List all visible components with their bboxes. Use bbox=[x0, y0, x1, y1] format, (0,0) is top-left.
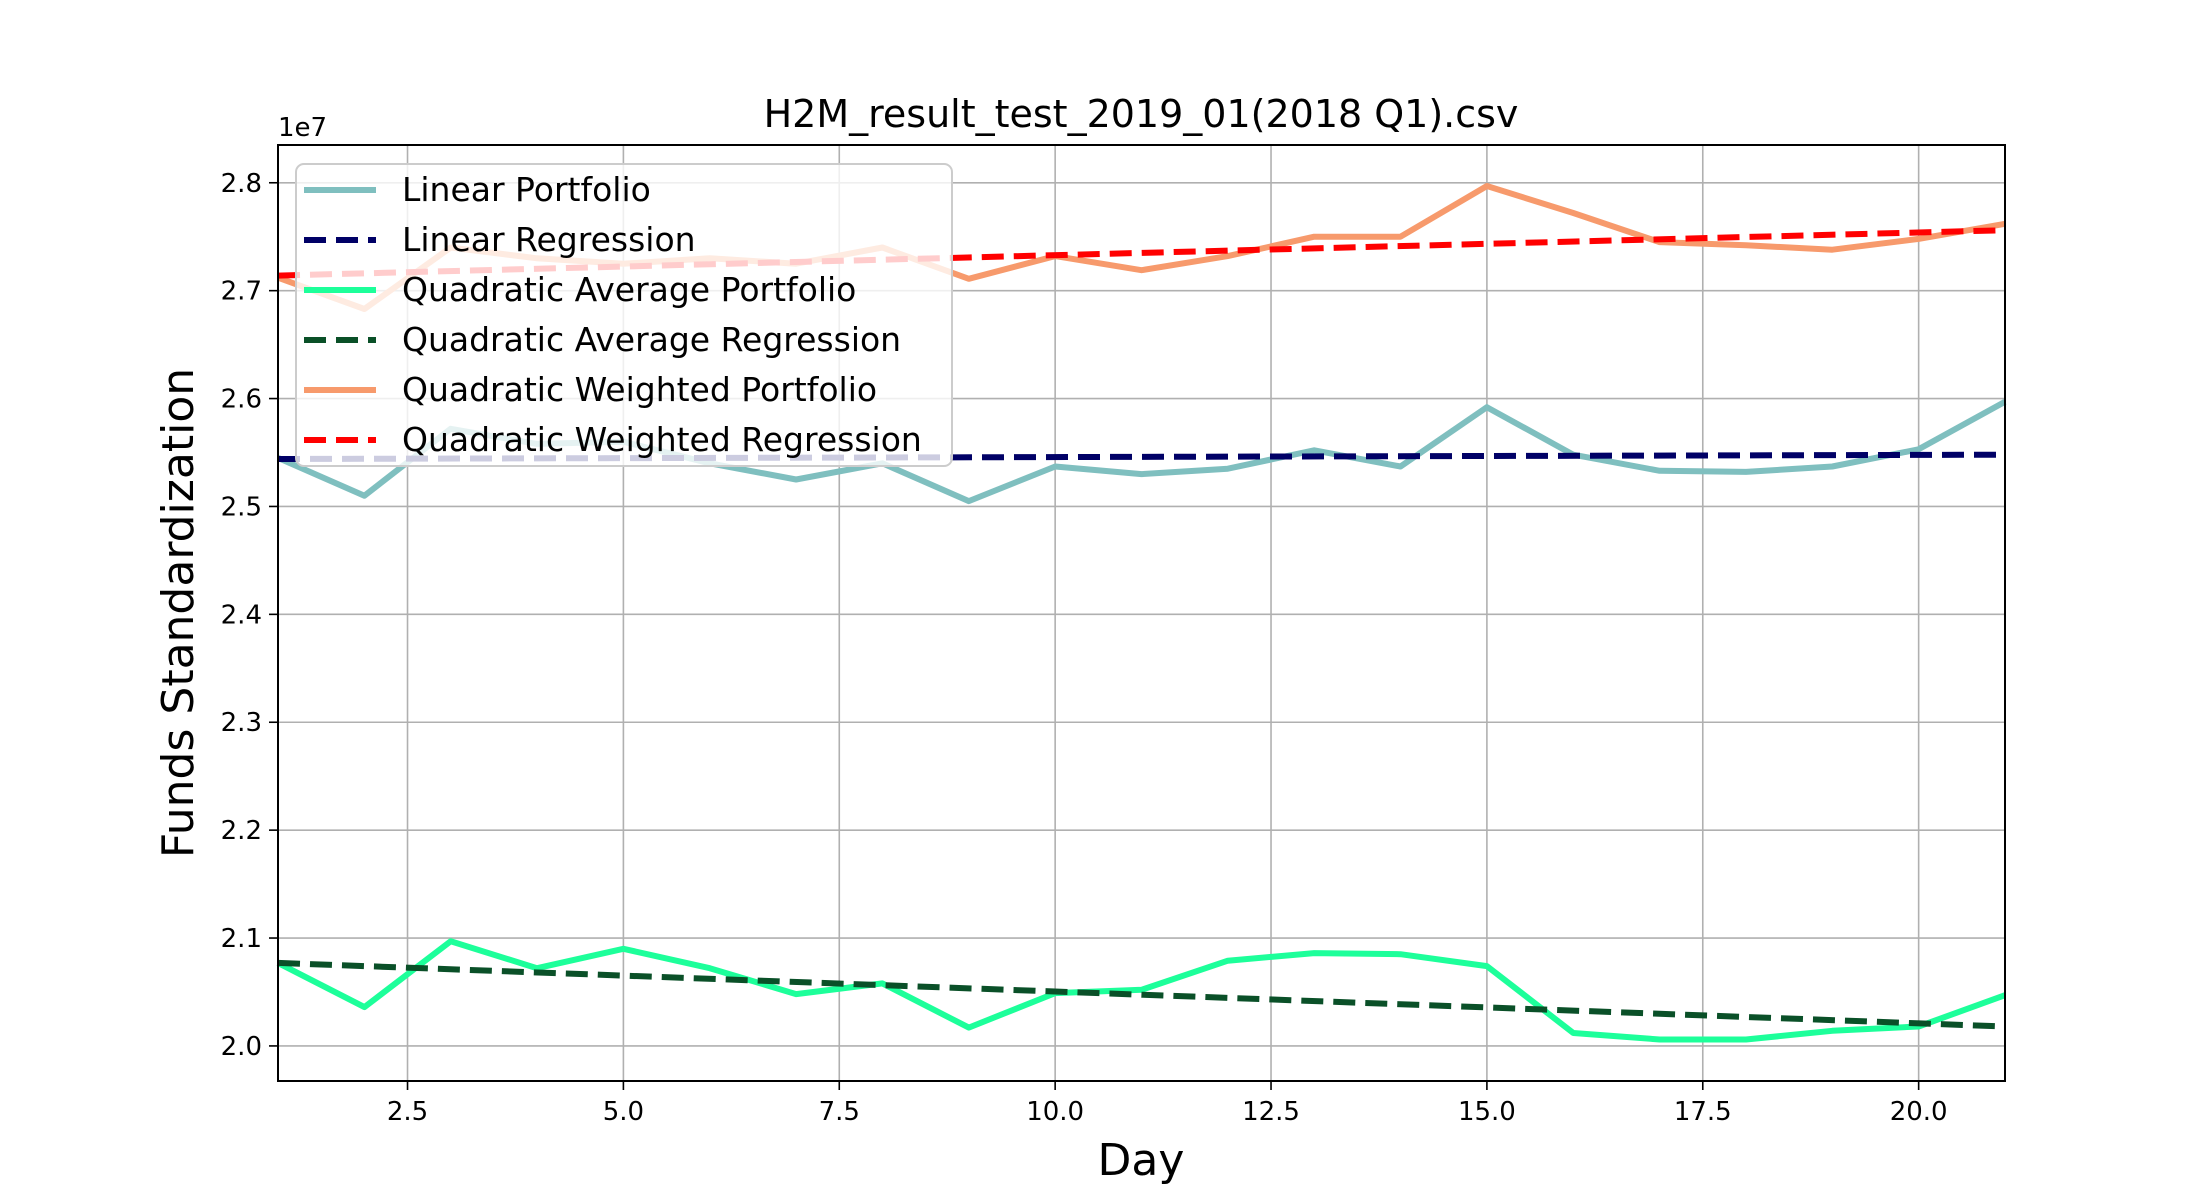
chart-title: H2M_result_test_2019_01(2018 Q1).csv bbox=[764, 92, 1519, 136]
series-line-quadratic-average-regression bbox=[277, 959, 2006, 1030]
y-tick-label: 2.2 bbox=[221, 816, 262, 846]
y-axis-offset-label: 1e7 bbox=[278, 113, 327, 143]
y-tick-label: 2.8 bbox=[221, 169, 262, 199]
x-tick-label: 5.0 bbox=[603, 1097, 644, 1127]
x-tick-label: 7.5 bbox=[819, 1097, 860, 1127]
y-tick-label: 2.7 bbox=[221, 277, 262, 307]
legend-label: Quadratic Weighted Regression bbox=[402, 420, 922, 459]
y-tick-label: 2.0 bbox=[221, 1032, 262, 1062]
x-axis-label: Day bbox=[1098, 1135, 1185, 1186]
x-tick-label: 12.5 bbox=[1242, 1097, 1300, 1127]
legend-box bbox=[295, 163, 953, 467]
x-tick-label: 20.0 bbox=[1890, 1097, 1948, 1127]
x-tick-label: 2.5 bbox=[387, 1097, 428, 1127]
y-axis-label: Funds Standardization bbox=[153, 368, 204, 858]
plot-frame bbox=[277, 144, 2006, 1082]
y-tick-label: 2.5 bbox=[221, 492, 262, 522]
legend-label: Linear Portfolio bbox=[402, 170, 651, 209]
x-gridlines bbox=[406, 145, 1920, 1081]
x-tick-label: 15.0 bbox=[1458, 1097, 1516, 1127]
legend-label: Linear Regression bbox=[402, 220, 696, 259]
y-tick-label: 2.4 bbox=[221, 600, 262, 630]
x-axis-ticks: 2.5 5.0 7.5 10.0 12.5 15.0 17.5 20.0 bbox=[387, 1081, 1948, 1127]
legend-label: Quadratic Average Portfolio bbox=[402, 270, 856, 309]
y-tick-label: 2.1 bbox=[221, 924, 262, 954]
y-tick-label: 2.6 bbox=[221, 385, 262, 415]
series-line-quadratic-average-portfolio bbox=[276, 938, 2007, 1043]
legend-label: Quadratic Average Regression bbox=[402, 320, 901, 359]
y-tick-label: 2.3 bbox=[221, 708, 262, 738]
x-tick-label: 17.5 bbox=[1674, 1097, 1732, 1127]
legend: Linear Portfolio Linear Regression Quadrat… bbox=[295, 163, 953, 467]
x-tick-label: 10.0 bbox=[1026, 1097, 1084, 1127]
y-axis-ticks: 2.0 2.1 2.2 2.3 2.4 2.5 2.6 2.7 2.8 bbox=[221, 169, 278, 1062]
legend-label: Quadratic Weighted Portfolio bbox=[402, 370, 877, 409]
